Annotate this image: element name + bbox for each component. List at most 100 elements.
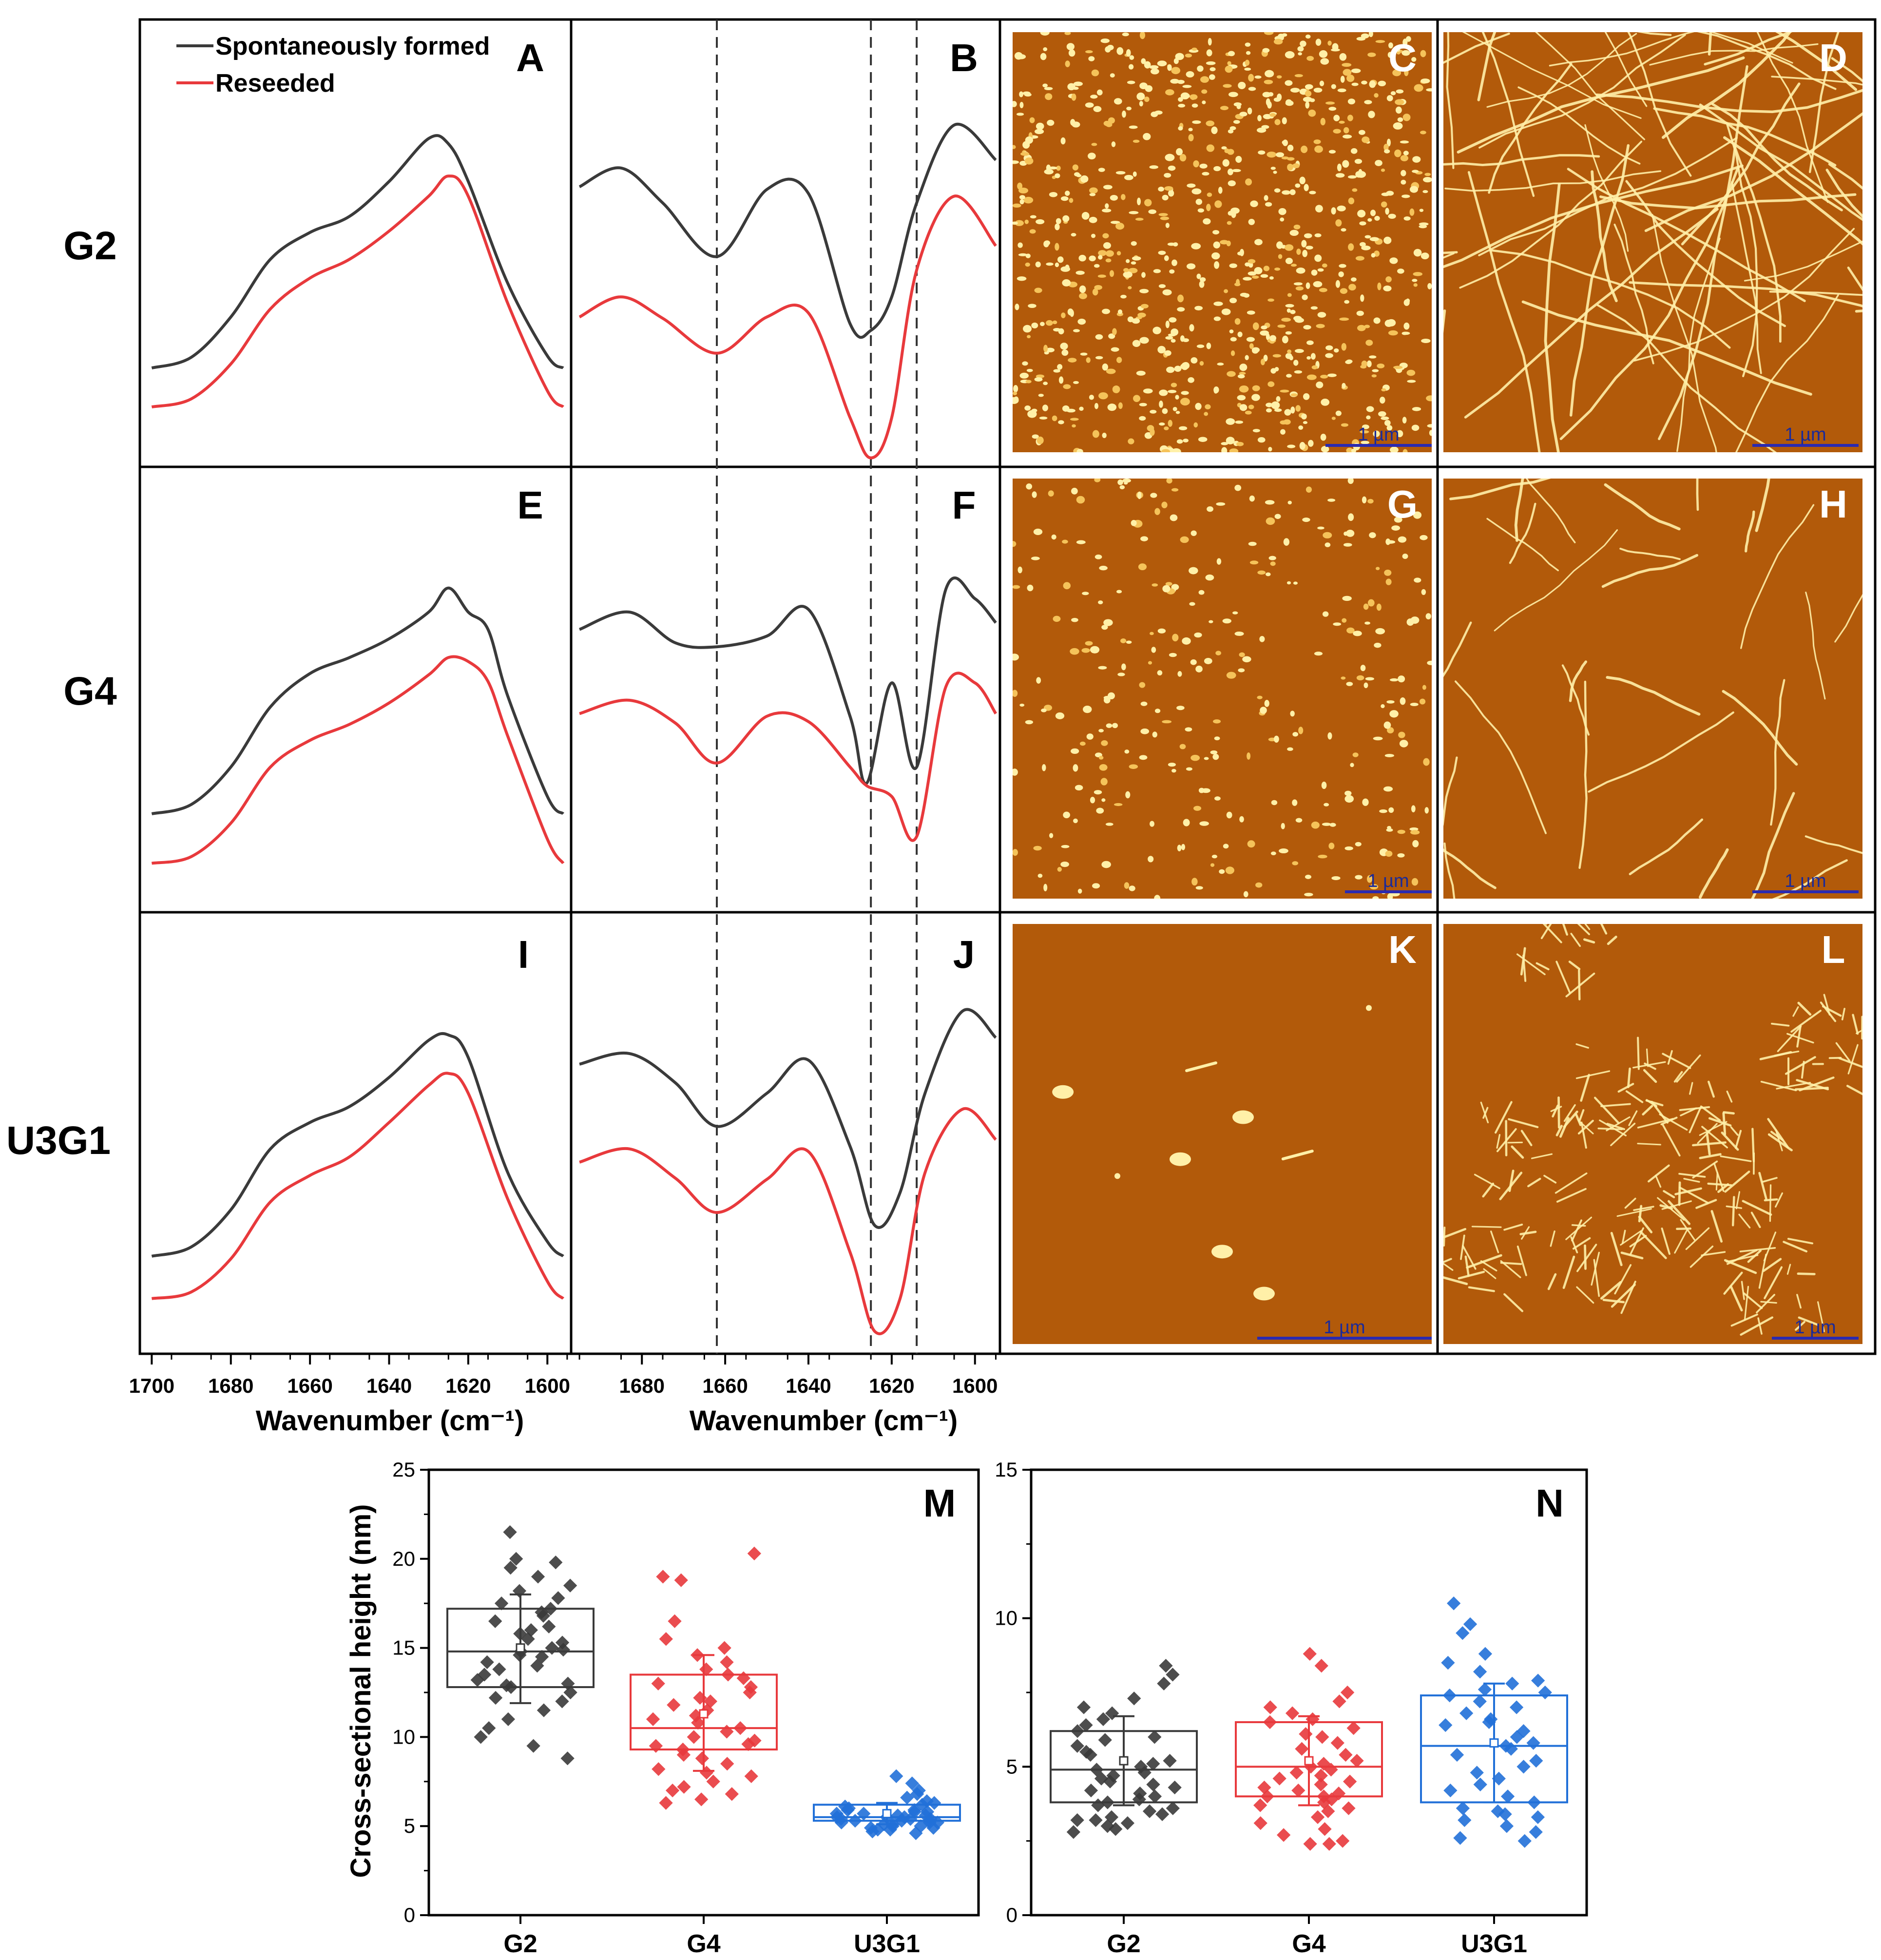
curve-e-reseeded (151, 655, 565, 865)
panel-m-point-0-13 (542, 1619, 556, 1633)
panel-n-point-1-31 (1321, 1804, 1335, 1818)
panel-n-point-2-1 (1463, 1617, 1478, 1632)
panel-n-point-2-25 (1473, 1777, 1487, 1792)
legend: Spontaneously formed Reseeded (176, 32, 490, 97)
panel-n-point-1-33 (1253, 1816, 1267, 1830)
panel-n-point-0-32 (1155, 1807, 1170, 1821)
panel-n-point-2-36 (1453, 1831, 1467, 1845)
curve-j-spontaneous (579, 1008, 997, 1229)
panel-m-point-1-30 (652, 1762, 666, 1776)
panel-n-point-1-4 (1263, 1700, 1277, 1714)
panel-n-point-1-32 (1310, 1810, 1325, 1825)
panel-m-point-2-1 (905, 1776, 919, 1790)
panel-m-ytick-label-0: 0 (404, 1903, 415, 1926)
scale-bar-label-c: 1 µm (1358, 424, 1399, 445)
panel-letters: A B E F I J (516, 36, 978, 976)
panel-n-point-1-18 (1289, 1766, 1304, 1780)
panel-label-e: E (517, 483, 543, 527)
absorbance-x-tick-label-0: 1700 (129, 1374, 174, 1397)
derivative-x-tick-label-1: 1660 (702, 1374, 748, 1397)
panel-m-point-0-34 (537, 1703, 551, 1717)
panel-n-point-0-36 (1120, 1816, 1135, 1830)
panel-n-point-2-37 (1517, 1834, 1532, 1848)
panel-m-ytick-label-4: 20 (392, 1547, 415, 1570)
panel-n-point-0-0 (1159, 1659, 1173, 1673)
panel-n-point-1-3 (1332, 1694, 1346, 1709)
panel-m-point-0-35 (501, 1712, 516, 1726)
panel-n-point-2-24 (1492, 1771, 1506, 1786)
curve-e-spontaneous (151, 586, 564, 815)
panel-n-point-2-29 (1456, 1801, 1470, 1815)
panel-m-point-1-38 (659, 1796, 673, 1810)
panel-m-point-1-19 (646, 1712, 660, 1726)
panel-n-point-2-6 (1531, 1673, 1545, 1688)
panel-n-mean-2 (1489, 1738, 1499, 1748)
scale-bar-label-g: 1 µm (1367, 871, 1409, 891)
panel-n-point-1-22 (1314, 1777, 1328, 1792)
panel-m-point-1-25 (649, 1739, 663, 1753)
panel-m-category-label-1: G4 (687, 1930, 720, 1958)
panel-label-m: M (923, 1481, 956, 1525)
scale-bar-label-l: 1 µm (1794, 1317, 1836, 1338)
panel-m-point-0-6 (512, 1584, 527, 1598)
panel-n-point-0-22 (1146, 1777, 1160, 1792)
panel-label-j: J (953, 933, 975, 976)
panel-m-point-0-33 (555, 1694, 569, 1709)
panel-m-mean-1 (699, 1709, 709, 1719)
panel-m-point-0-0 (503, 1525, 517, 1539)
panel-n-point-2-27 (1500, 1789, 1515, 1804)
panel-n-point-1-8 (1346, 1721, 1361, 1735)
afm-frame (998, 18, 1877, 1355)
panel-m-point-0-36 (482, 1721, 496, 1735)
panel-m-category-label-0: G2 (503, 1930, 537, 1958)
panel-n-point-2-33 (1458, 1813, 1472, 1827)
panel-n-point-1-36 (1336, 1834, 1350, 1848)
panel-n-point-0-11 (1070, 1739, 1084, 1753)
panel-n-point-0-4 (1076, 1700, 1091, 1714)
panel-n-point-0-1 (1166, 1668, 1180, 1682)
afm-image-c (1013, 32, 1432, 452)
panel-n-point-1-29 (1253, 1798, 1267, 1812)
panel-m-point-1-34 (677, 1780, 691, 1794)
scale-bar-label-d: 1 µm (1785, 424, 1826, 445)
panel-n-point-2-31 (1498, 1807, 1512, 1821)
panel-label-l: L (1822, 928, 1845, 971)
panel-label-h: H (1819, 482, 1847, 526)
panel-n-point-1-34 (1318, 1822, 1332, 1836)
derivative-x-tick-label-3: 1620 (869, 1374, 914, 1397)
panel-n-point-0-34 (1070, 1813, 1084, 1827)
row-label-g2: G2 (63, 224, 116, 268)
panel-m-point-1-7 (720, 1655, 734, 1669)
panel-m-point-2-35 (926, 1821, 940, 1835)
panel-n-point-1-13 (1339, 1748, 1353, 1762)
panel-n-point-0-2 (1157, 1676, 1171, 1691)
afm-image-d (1443, 32, 1862, 452)
scale-bar-label-k: 1 µm (1324, 1317, 1365, 1338)
absorbance-x-tick-label-1: 1680 (208, 1374, 253, 1397)
afm-image-k (1013, 924, 1432, 1344)
panel-n-ytick-label-2: 10 (995, 1607, 1017, 1630)
panel-m-point-2-0 (889, 1769, 903, 1783)
panel-n-point-2-11 (1509, 1700, 1524, 1714)
panel-m-point-0-24 (530, 1659, 544, 1673)
panel-n-point-2-7 (1505, 1676, 1519, 1691)
panel-m-point-2-6 (927, 1796, 941, 1810)
panel-n-point-2-16 (1510, 1730, 1524, 1744)
panel-n-point-0-39 (1066, 1825, 1081, 1839)
curve-b-reseeded (578, 194, 997, 460)
panel-n-point-1-19 (1314, 1768, 1328, 1783)
panel-n-point-0-7 (1079, 1718, 1093, 1732)
absorbance-x-axis-label: Wavenumber (cm⁻¹) (256, 1405, 524, 1437)
absorbance-x-tick-label-3: 1640 (366, 1374, 412, 1397)
panel-n-point-0-10 (1098, 1733, 1112, 1747)
curve-i-reseeded (151, 1072, 564, 1300)
reference-dashed-lines (716, 19, 918, 1354)
panel-label-c: C (1388, 36, 1417, 79)
panel-n-category-label-2: U3G1 (1461, 1930, 1527, 1958)
panel-n-point-1-1 (1314, 1659, 1328, 1673)
panel-n-point-2-12 (1459, 1706, 1474, 1720)
panel-m-point-0-32 (488, 1691, 503, 1705)
panel-n-point-0-15 (1146, 1757, 1160, 1771)
panel-n-ytick-label-0: 0 (1006, 1903, 1017, 1926)
absorbance-x-tick-label-4: 1620 (445, 1374, 491, 1397)
